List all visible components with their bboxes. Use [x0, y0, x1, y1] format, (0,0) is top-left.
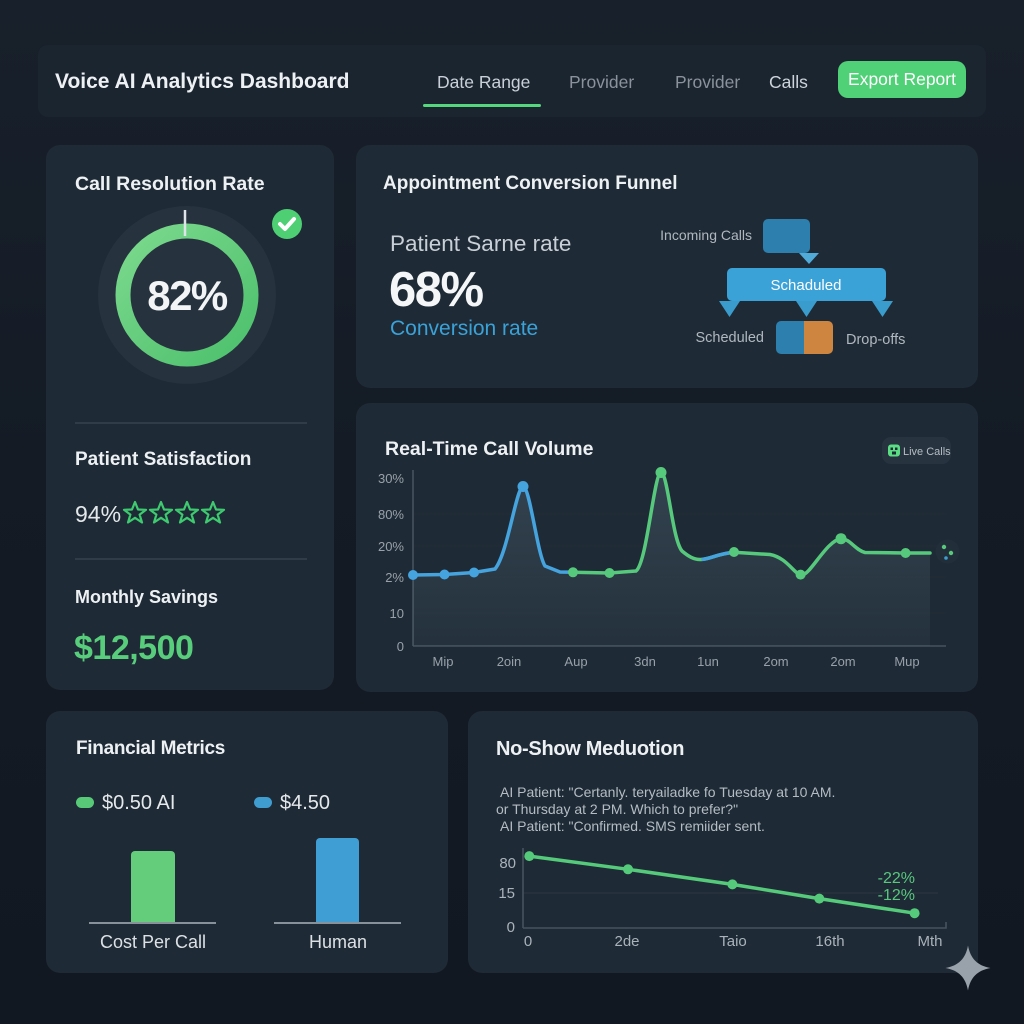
svg-text:Mth: Mth [917, 933, 942, 950]
svg-text:Incoming Calls: Incoming Calls [660, 227, 752, 243]
svg-text:Taio: Taio [719, 933, 747, 950]
svg-text:Schaduled: Schaduled [771, 277, 842, 294]
svg-text:20%: 20% [378, 539, 404, 554]
svg-text:2de: 2de [614, 933, 639, 950]
svg-text:0: 0 [397, 639, 404, 654]
svg-text:0: 0 [524, 933, 532, 950]
svg-text:2%: 2% [385, 570, 404, 585]
svg-text:-12%: -12% [878, 887, 915, 904]
svg-text:Mip: Mip [433, 654, 454, 669]
svg-text:Mup: Mup [894, 654, 919, 669]
svg-text:30%: 30% [378, 471, 404, 486]
svg-text:Live Calls: Live Calls [903, 446, 951, 458]
svg-text:2om: 2om [830, 654, 855, 669]
svg-text:16th: 16th [815, 933, 844, 950]
svg-text:Scheduled: Scheduled [695, 330, 764, 346]
svg-text:1un: 1un [697, 654, 719, 669]
svg-text:Aup: Aup [564, 654, 587, 669]
svg-text:10: 10 [390, 606, 404, 621]
svg-text:Drop-offs: Drop-offs [846, 332, 905, 348]
svg-text:80: 80 [499, 855, 516, 872]
svg-text:80%: 80% [378, 507, 404, 522]
svg-text:-22%: -22% [878, 870, 915, 887]
svg-text:2om: 2om [763, 654, 788, 669]
svg-text:3dn: 3dn [634, 654, 656, 669]
svg-text:15: 15 [498, 885, 515, 902]
svg-text:82%: 82% [147, 272, 228, 319]
svg-text:0: 0 [507, 919, 515, 936]
svg-text:2oin: 2oin [497, 654, 522, 669]
